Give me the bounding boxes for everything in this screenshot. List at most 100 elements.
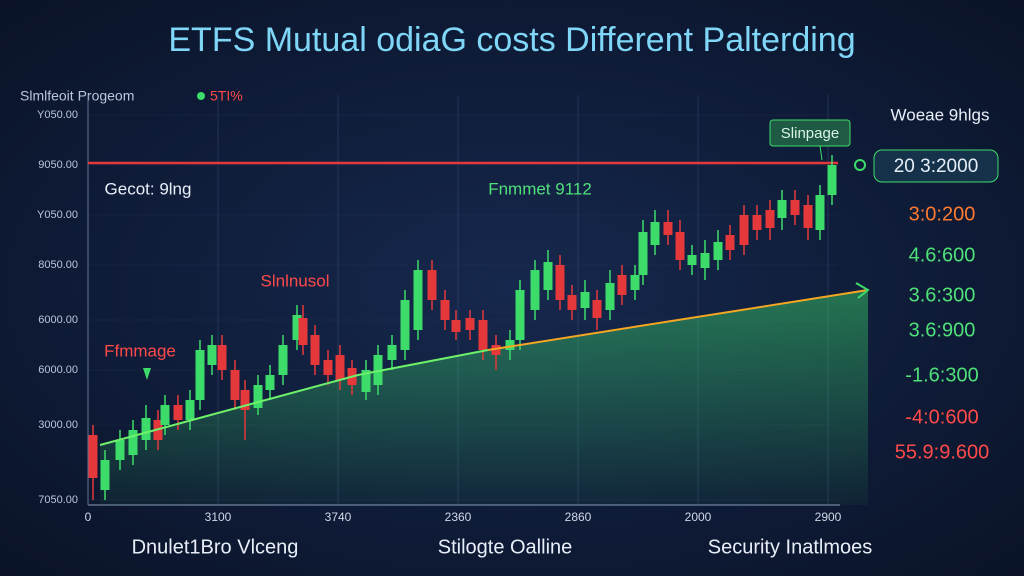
x-tick-label: 2000 (685, 510, 712, 524)
candle-body (663, 222, 673, 235)
y-tick-label: 6000.00 (38, 314, 78, 326)
candle-body (580, 292, 590, 308)
candle-body (440, 300, 450, 320)
y-tick-label: Y050.00 (37, 109, 78, 121)
chart-title: ETFS Mutual odiaG costs Different Palter… (168, 21, 855, 59)
candle-body (265, 375, 275, 390)
candle-body (777, 200, 787, 218)
subtitle: Slmlfeoit Progeom (20, 88, 134, 104)
candle-body (128, 430, 138, 455)
x-tick-label: 3100 (205, 510, 232, 524)
candle-body (387, 345, 397, 360)
right-label: 3.6:300 (909, 284, 976, 306)
subtitle-dot (197, 92, 205, 100)
annotation-pointer (143, 368, 151, 380)
candle-body (827, 165, 837, 195)
x-tick-label: 3740 (325, 510, 352, 524)
candle-body (803, 205, 813, 228)
annotation: Fnmmet 9112 (488, 179, 592, 198)
candle-body (335, 355, 345, 380)
candle-body (115, 440, 125, 460)
candle-body (451, 320, 461, 332)
trend-arrow (855, 282, 870, 299)
candle-body (207, 345, 217, 365)
candle-body (100, 460, 110, 490)
trend-line (487, 289, 869, 351)
category-label: Security Inatlmoes (708, 536, 873, 558)
candle-body (765, 210, 775, 228)
y-tick-label: 7050.00 (38, 494, 78, 506)
right-label: 3:0:200 (909, 203, 976, 225)
candle-body (185, 400, 195, 420)
annotation: Ffmmage (104, 341, 176, 360)
candle-body (650, 222, 660, 245)
candle-body (160, 405, 170, 425)
right-label: -4:0:600 (905, 406, 978, 428)
candle-body (815, 195, 825, 230)
y-tick-label: Y050.00 (37, 209, 78, 221)
candle-body (713, 242, 723, 260)
annotation: Gecot: 9lng (105, 179, 192, 198)
trend-line (99, 349, 489, 446)
value-marker (854, 159, 866, 171)
candle-body (217, 345, 227, 370)
candle-body (298, 318, 308, 345)
candle-body (630, 275, 640, 290)
candle-body (361, 370, 371, 392)
right-label: 4.6:600 (909, 244, 976, 266)
x-tick-label: 2860 (565, 510, 592, 524)
trend-area (100, 290, 868, 505)
candle-body (310, 335, 320, 365)
candle-body (141, 418, 151, 440)
candle-body (700, 253, 710, 268)
candle-body (739, 215, 749, 245)
candle-body (413, 270, 423, 330)
y-tick-label: 9050.00 (38, 159, 78, 171)
category-label: Dnulet1Bro Vlceng (132, 536, 299, 558)
x-tick-label: 0 (85, 510, 92, 524)
candle-body (195, 350, 205, 400)
callout-box (769, 119, 851, 147)
candle-body (790, 200, 800, 215)
callout-pointer (819, 145, 823, 161)
candle-body (400, 300, 410, 350)
candle-body (173, 405, 183, 420)
candle-body (638, 232, 648, 275)
y-tick-label: 8050.00 (38, 259, 78, 271)
candle-body (530, 270, 540, 310)
candle-body (427, 270, 437, 300)
right-label: 3.6:900 (909, 319, 976, 341)
candle-body (725, 235, 735, 250)
category-label: Stilogte Oalline (438, 536, 573, 558)
candle-body (543, 262, 553, 290)
candle-body (687, 255, 697, 265)
candle-body (617, 275, 627, 295)
candle-body (567, 295, 577, 310)
right-header: Woeae 9hlgs (891, 105, 990, 124)
candle-body (555, 265, 565, 300)
y-tick-label: 3000.00 (38, 419, 78, 431)
candle-body (605, 283, 615, 310)
x-tick-label: 2900 (815, 510, 842, 524)
candle-body (752, 215, 762, 230)
candle-body (592, 300, 602, 318)
value-box (873, 149, 999, 183)
candle-body (675, 232, 685, 260)
candle-body (253, 385, 263, 408)
candle-body (465, 318, 475, 330)
candle-body (515, 290, 525, 340)
candle-body (292, 315, 302, 340)
right-label: -1.6:300 (905, 364, 978, 386)
y-tick-label: 6000.00 (38, 364, 78, 376)
plot: 7050.00 3000.00 6000.00 6000.00 8050.00 Y050.… (37, 95, 872, 558)
subtitle-badge: 5TI% (210, 88, 243, 104)
right-label: 55.9:9.600 (895, 441, 990, 463)
candle-body (491, 345, 501, 355)
candle-body (323, 360, 333, 375)
x-tick-label: 2360 (445, 510, 472, 524)
candle-body (240, 390, 250, 410)
callout: Slinpage (781, 125, 839, 142)
candle-body (230, 370, 240, 400)
